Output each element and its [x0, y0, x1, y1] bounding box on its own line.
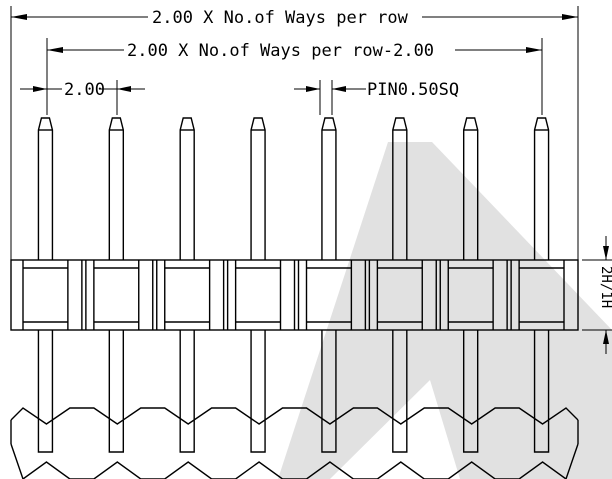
body-height-label: 2H/1H: [598, 266, 612, 308]
overall-width-dimension: 2.00 X No.of Ways per row: [11, 8, 578, 28]
body-segment: [152, 260, 211, 330]
overall-width-label: 2.00 X No.of Ways per row: [152, 8, 409, 28]
pin: [533, 117, 550, 453]
body-height-dimension: 2H/1H: [598, 236, 612, 354]
extension-lines: [10, 6, 612, 331]
insulator-body: [10, 259, 579, 331]
pin-span-dimension: 2.00 X No.of Ways per row-2.00: [47, 41, 542, 61]
pin-span-label: 2.00 X No.of Ways per row-2.00: [127, 41, 434, 61]
pin-size-label: PIN0.50SQ: [367, 80, 459, 100]
pin: [250, 117, 266, 453]
pin: [392, 117, 408, 453]
pin: [321, 117, 337, 453]
pitch-label: 2.00: [64, 80, 105, 100]
pin-size-dimension: PIN0.50SQ: [294, 80, 459, 100]
body-segment: [506, 260, 565, 330]
bottom-outline: [10, 407, 579, 479]
pin: [179, 117, 195, 453]
pins: [37, 117, 550, 453]
body-segment: [435, 260, 494, 330]
body-segment: [81, 260, 140, 330]
pin: [108, 117, 125, 453]
body-segment: [222, 260, 282, 330]
body-segment: [364, 260, 423, 330]
pitch-dimension: 2.00: [20, 80, 145, 100]
pin: [37, 117, 54, 453]
body-segment: [22, 260, 69, 330]
body-segment: [293, 260, 353, 330]
watermark-logo: [278, 142, 612, 479]
pin: [462, 117, 479, 453]
